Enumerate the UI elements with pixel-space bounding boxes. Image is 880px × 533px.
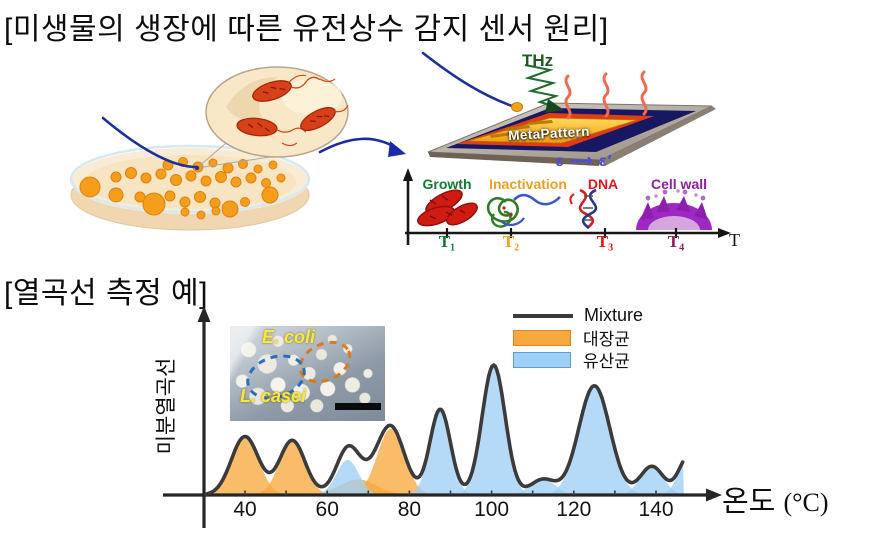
petri-dish-illustration [69,66,406,231]
colonies [79,157,286,220]
timeline-axis [405,173,720,245]
epsilon-change-label: ε ⟶ ε′ [555,153,613,170]
thz-label: THz [522,51,554,70]
section-title-example: [열곡선 측정 예] [4,277,208,310]
inoculation-loop-icon [101,116,200,171]
stage-label-inactivation: Inactivation [489,176,567,192]
timeline-y-arrowhead [403,168,413,181]
growth-bacteria-icon [417,189,478,227]
svg-text:120: 120 [556,498,591,521]
x-axis-arrowhead [706,488,722,502]
legend-area-swatch [513,329,571,346]
chart-x-axis-label: 온도 (°C) [722,478,829,520]
svg-text:80: 80 [398,498,421,521]
bacterium-icon [252,74,321,102]
svg-text:100: 100 [474,498,509,521]
timeline-tick-t3: T₃ [596,232,614,251]
chart-legend: Mixture 대장균 유산균 [513,305,643,371]
colony-annotations [246,340,352,400]
legend-label: Mixture [584,305,644,325]
legend-line-swatch [513,313,573,318]
legend-item-lactic: 유산균 [513,349,643,371]
chart-x-ticks: 40 60 80 100 120 140 [233,490,674,521]
legend-label: 유산균 [583,352,630,371]
mixture-curve [204,363,685,496]
stage-label-cell-wall: Cell wall [650,176,708,192]
timeline-axis-label: T [729,230,740,250]
dna-helix-icon [569,188,598,230]
l-casei-label: L. casei [240,386,307,406]
chart-area-fills [206,365,684,495]
svg-text:60: 60 [316,498,339,521]
timeline-tick-t1: T₁ [438,232,456,251]
legend-area-swatch [513,351,571,368]
magnified-bacteria-view [205,66,349,158]
magnifier-callout-lines [196,142,271,169]
inoculation-loop-icon [421,51,523,112]
scale-bar [335,403,381,410]
inactivation-protein-icon [486,193,561,228]
legend-label: 대장균 [583,330,630,349]
flow-arrow-icon [318,137,406,157]
timeline-tick-t4: T₄ [667,232,685,251]
y-axis-arrowhead [197,306,211,322]
heat-wave-icon [564,70,648,120]
svg-text:40: 40 [233,498,256,521]
thermal-curve-chart: 40 60 80 100 120 140 [163,306,722,528]
x-axis-unit: (°C) [783,488,829,517]
legend-item-ecoli: 대장균 [513,327,643,349]
svg-text:140: 140 [638,498,673,521]
chart-y-axis-label: 미분열곡선 [155,357,178,455]
chart-axes [163,306,722,528]
e-coli-label: E. coli [262,327,316,347]
thz-sensor-illustration [403,51,731,245]
timeline-x-arrowhead [718,228,731,238]
metapattern-chip [427,102,716,166]
stage-label-dna: DNA [587,176,619,192]
colony-photo-inset: E. coli L. casei [230,326,385,421]
l-casei-circle-icon [246,354,306,400]
bacterium-icon [300,104,349,132]
cell-wall-icon [636,189,712,230]
stage-label-growth: Growth [422,176,472,192]
timeline-tick-t2: T₂ [502,232,520,251]
thz-beam-icon [524,64,564,113]
meta-pattern-cells [490,120,553,138]
e-coli-circle-icon [298,340,352,384]
page-title: [미생물의 생장에 따른 유전상수 감지 센서 원리] [4,13,609,46]
legend-item-mixture: Mixture [513,305,643,326]
x-axis-label-text: 온도 [722,486,776,518]
bacterium-icon [236,117,307,137]
